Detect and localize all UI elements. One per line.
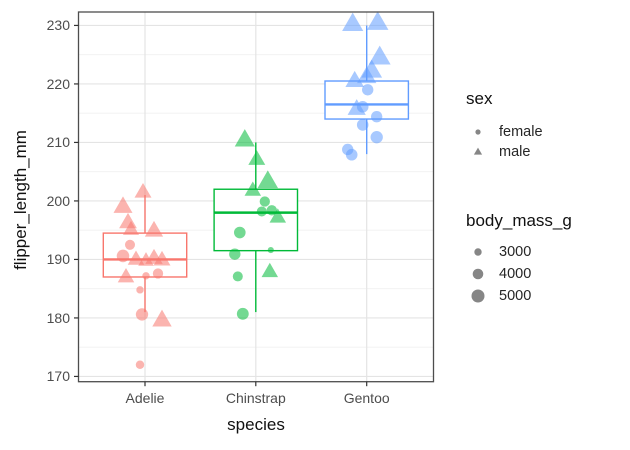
y-tick-label-180: 180 bbox=[46, 309, 70, 326]
size-5000-circle-icon bbox=[468, 286, 488, 306]
legend-item-3000: 3000 bbox=[468, 242, 628, 262]
data-point-male bbox=[347, 99, 366, 115]
data-point-female bbox=[116, 249, 130, 263]
data-point-male bbox=[261, 262, 279, 278]
data-point-male bbox=[152, 309, 172, 327]
legend-sex-title: sex bbox=[466, 89, 493, 108]
x-axis-title: species bbox=[227, 415, 285, 434]
data-point-male bbox=[368, 45, 391, 65]
data-point-male bbox=[153, 250, 171, 266]
data-point-male bbox=[127, 250, 145, 265]
data-point-female bbox=[267, 247, 274, 254]
legend-label-female: female bbox=[499, 124, 543, 140]
data-point-female bbox=[356, 119, 369, 131]
data-point-female bbox=[135, 308, 149, 321]
data-point-male bbox=[248, 150, 266, 165]
legend-label-4000: 4000 bbox=[499, 266, 532, 282]
x-tick-label-gentoo: Gentoo bbox=[343, 390, 390, 406]
data-point-male bbox=[357, 66, 377, 84]
data-point-female bbox=[136, 286, 144, 294]
male-triangle-icon bbox=[468, 142, 488, 162]
legend-label-3000: 3000 bbox=[499, 244, 532, 260]
data-point-male bbox=[244, 181, 262, 196]
data-point-female bbox=[142, 272, 150, 280]
data-point-female bbox=[371, 111, 383, 123]
data-point-male bbox=[122, 220, 140, 235]
data-point-male bbox=[269, 208, 287, 223]
legend-item-female: female bbox=[468, 123, 628, 141]
legend-label-5000: 5000 bbox=[499, 288, 532, 304]
data-point-female bbox=[236, 307, 249, 320]
y-axis-title: flipper_length_mm bbox=[11, 130, 30, 270]
y-tick-label-220: 220 bbox=[46, 75, 70, 92]
data-point-male bbox=[117, 268, 135, 283]
data-point-female bbox=[152, 268, 164, 279]
legend-item-5000: 5000 bbox=[468, 286, 628, 306]
data-point-female bbox=[124, 239, 136, 250]
legend-mass-title: body_mass_g bbox=[466, 211, 572, 230]
data-point-male bbox=[113, 196, 133, 213]
x-tick-label-adelie: Adelie bbox=[125, 390, 165, 406]
data-point-female bbox=[345, 148, 358, 161]
y-tick-label-200: 200 bbox=[46, 192, 70, 209]
y-tick-label-230: 230 bbox=[46, 17, 70, 34]
data-point-female bbox=[256, 206, 267, 217]
data-point-female bbox=[266, 205, 277, 216]
data-point-female bbox=[259, 196, 270, 207]
female-circle-icon bbox=[468, 122, 488, 142]
legend-item-4000: 4000 bbox=[468, 264, 628, 284]
x-tick-label-chinstrap: Chinstrap bbox=[225, 390, 286, 406]
data-point-female bbox=[135, 360, 145, 369]
data-point-female bbox=[232, 271, 243, 282]
legend-item-male: male bbox=[468, 143, 628, 161]
data-point-male bbox=[234, 129, 255, 147]
y-tick-label-170: 170 bbox=[46, 368, 70, 385]
data-point-female bbox=[233, 226, 246, 239]
data-point-female bbox=[370, 131, 383, 144]
size-4000-circle-icon bbox=[468, 264, 488, 284]
data-point-male bbox=[342, 12, 364, 31]
data-point-male bbox=[257, 170, 279, 189]
data-point-male bbox=[366, 11, 389, 30]
y-tick-label-210: 210 bbox=[46, 134, 70, 151]
legend-label-male: male bbox=[499, 144, 531, 160]
size-3000-circle-icon bbox=[468, 242, 488, 262]
box-chinstrap bbox=[213, 188, 299, 252]
data-point-male bbox=[134, 182, 152, 198]
data-point-female bbox=[229, 248, 241, 260]
data-point-male bbox=[144, 220, 164, 237]
data-point-female bbox=[362, 84, 374, 96]
y-tick-label-190: 190 bbox=[46, 251, 70, 268]
